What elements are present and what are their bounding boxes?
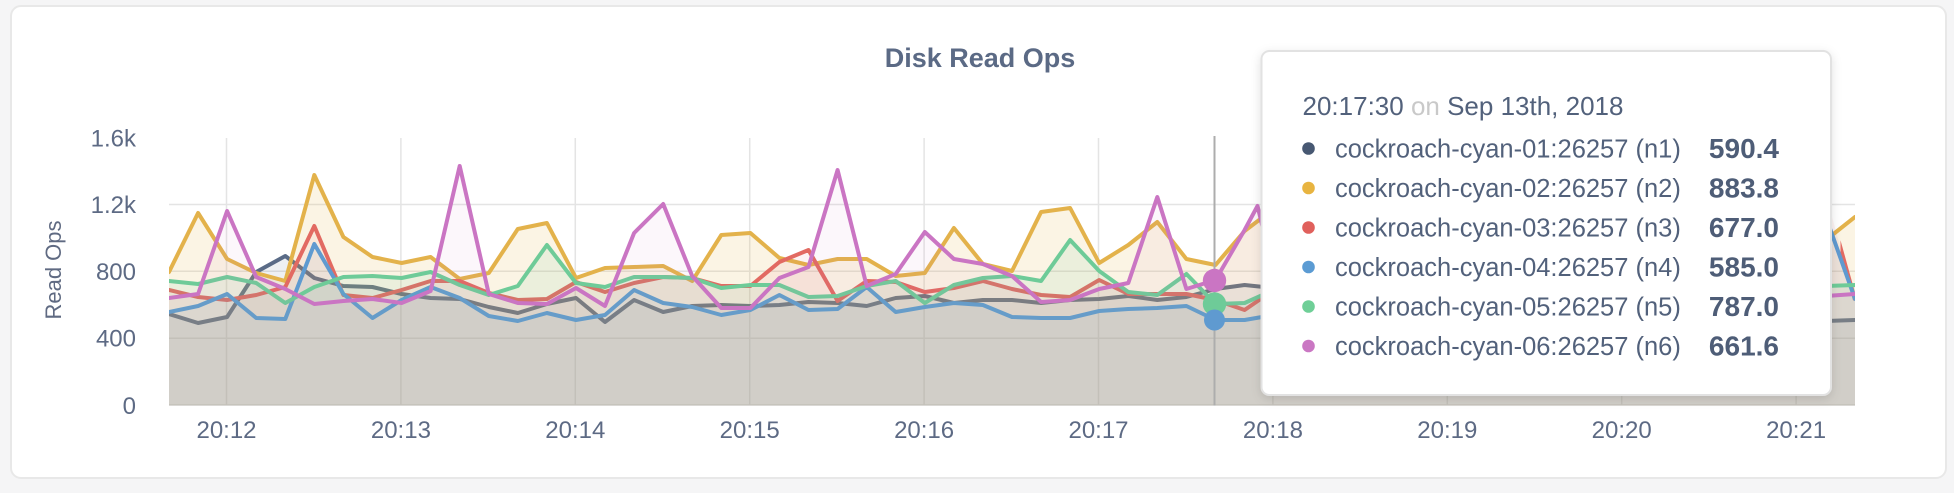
svg-text:20:21: 20:21 xyxy=(1766,417,1826,444)
svg-text:Disk Read Ops: Disk Read Ops xyxy=(885,43,1076,73)
svg-text:883.8: 883.8 xyxy=(1709,173,1779,204)
svg-text:787.0: 787.0 xyxy=(1709,291,1779,322)
svg-text:20:17: 20:17 xyxy=(1068,417,1128,444)
svg-text:1.6k: 1.6k xyxy=(91,126,137,153)
svg-text:20:15: 20:15 xyxy=(720,417,780,444)
svg-text:Read Ops: Read Ops xyxy=(41,220,66,319)
svg-text:20:19: 20:19 xyxy=(1417,417,1477,444)
svg-text:585.0: 585.0 xyxy=(1709,252,1779,283)
svg-text:cockroach-cyan-06:26257 (n6): cockroach-cyan-06:26257 (n6) xyxy=(1335,333,1681,361)
svg-text:cockroach-cyan-05:26257 (n5): cockroach-cyan-05:26257 (n5) xyxy=(1335,294,1681,322)
svg-text:20:12: 20:12 xyxy=(196,417,256,444)
svg-text:661.6: 661.6 xyxy=(1709,331,1779,362)
svg-text:400: 400 xyxy=(96,326,136,353)
svg-text:590.4: 590.4 xyxy=(1709,133,1779,164)
svg-text:677.0: 677.0 xyxy=(1709,212,1779,243)
svg-text:1.2k: 1.2k xyxy=(91,192,137,219)
svg-text:cockroach-cyan-02:26257 (n2): cockroach-cyan-02:26257 (n2) xyxy=(1335,175,1681,203)
svg-text:0: 0 xyxy=(123,393,136,420)
svg-text:20:20: 20:20 xyxy=(1592,417,1652,444)
svg-text:cockroach-cyan-01:26257 (n1): cockroach-cyan-01:26257 (n1) xyxy=(1335,136,1681,164)
svg-text:20:17:30 on Sep 13th, 2018: 20:17:30 on Sep 13th, 2018 xyxy=(1303,91,1624,121)
svg-text:20:13: 20:13 xyxy=(371,417,431,444)
svg-text:20:14: 20:14 xyxy=(545,417,605,444)
svg-text:20:16: 20:16 xyxy=(894,417,954,444)
svg-text:800: 800 xyxy=(96,259,136,286)
svg-text:20:18: 20:18 xyxy=(1243,417,1303,444)
svg-text:cockroach-cyan-03:26257 (n3): cockroach-cyan-03:26257 (n3) xyxy=(1335,215,1681,243)
svg-text:cockroach-cyan-04:26257 (n4): cockroach-cyan-04:26257 (n4) xyxy=(1335,254,1681,282)
